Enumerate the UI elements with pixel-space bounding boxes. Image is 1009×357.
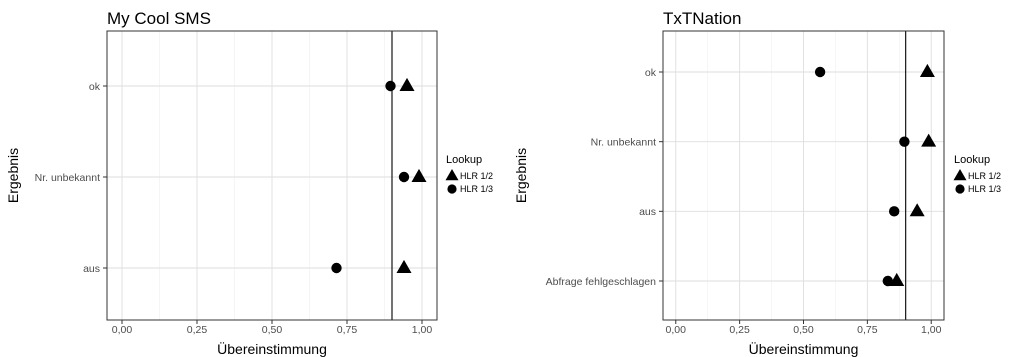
legend-label: HLR 1/2: [968, 171, 1001, 181]
legend-label: HLR 1/3: [968, 184, 1001, 194]
legend-key-triangle: [953, 168, 967, 181]
chart-title: TxTNation: [663, 9, 741, 28]
y-tick-label: ok: [645, 67, 657, 79]
x-tick-label: 1,00: [921, 324, 942, 336]
data-point-circle: [385, 80, 396, 92]
data-point-triangle: [889, 272, 905, 286]
data-point-circle: [888, 206, 900, 217]
data-point-triangle: [921, 133, 937, 147]
data-point-circle: [899, 136, 910, 147]
x-tick-label: 0,00: [666, 324, 687, 336]
legend-title: Lookup: [954, 154, 990, 166]
x-tick-label: 0,75: [857, 324, 878, 336]
legend-key-circle: [955, 184, 965, 194]
y-tick-label: Nr. unbekannt: [35, 172, 100, 184]
data-point-circle: [814, 66, 826, 78]
data-point-triangle: [411, 168, 427, 182]
legend: Lookup HLR 1/2 HLR 1/3: [445, 154, 493, 194]
data-point-triangle: [396, 259, 412, 273]
x-axis-title: Übereinstimmung: [749, 340, 859, 357]
data-point-triangle: [399, 77, 415, 91]
y-tick-label: aus: [83, 263, 100, 275]
chart-panel-1: 0,00 0,25 0,50 0,75 1,00 ok Nr. unbekannt aus My…: [5, 9, 493, 357]
legend-key-triangle: [445, 168, 459, 181]
data-point-circle: [882, 275, 893, 287]
y-tick-label: ok: [89, 81, 101, 93]
x-tick-label: 0,00: [112, 324, 133, 336]
legend-title: Lookup: [446, 154, 482, 166]
legend-label: HLR 1/2: [460, 171, 493, 181]
chart-title: My Cool SMS: [107, 9, 211, 28]
x-axis-title: Übereinstimmung: [217, 340, 327, 357]
x-tick-label: 1,00: [412, 324, 433, 336]
x-tick-label: 0,50: [262, 324, 283, 336]
legend-key-circle: [447, 184, 457, 194]
data-point-triangle: [919, 63, 935, 77]
data-point-circle: [331, 262, 342, 274]
y-axis-title: Ergebnis: [5, 148, 21, 203]
x-tick-label: 0,50: [793, 324, 814, 336]
x-tick-label: 0,25: [729, 324, 750, 336]
data-point-triangle: [909, 203, 925, 217]
y-axis-title: Ergebnis: [513, 148, 529, 203]
legend: Lookup HLR 1/2 HLR 1/3: [953, 154, 1001, 194]
x-tick-label: 0,75: [337, 324, 358, 336]
chart-panel-2: 0,00 0,25 0,50 0,75 1,00 ok Nr. unbekannt aus Ab…: [513, 9, 1001, 357]
y-tick-label: Nr. unbekannt: [591, 136, 656, 148]
x-tick-label: 0,25: [187, 324, 208, 336]
y-tick-label: Abfrage fehlgeschlagen: [546, 276, 656, 288]
legend-label: HLR 1/3: [460, 184, 493, 194]
data-point-circle: [398, 171, 410, 183]
y-tick-label: aus: [639, 206, 656, 218]
